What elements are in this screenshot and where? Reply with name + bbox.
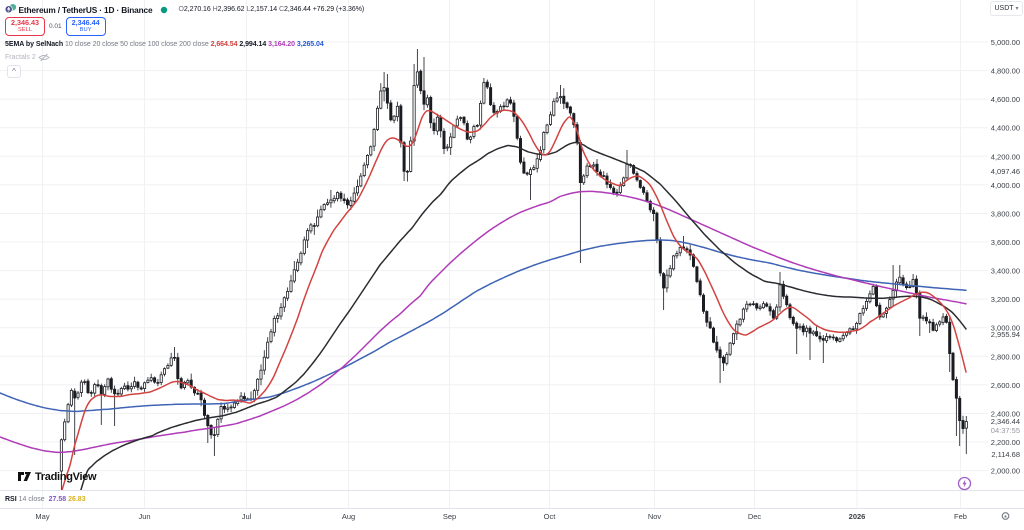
svg-text:2,800.00: 2,800.00 [991, 352, 1020, 361]
svg-text:Jun: Jun [138, 512, 150, 521]
svg-text:3,200.00: 3,200.00 [991, 295, 1020, 304]
svg-text:Oct: Oct [544, 512, 557, 521]
svg-text:Feb: Feb [954, 512, 967, 521]
svg-text:5,000.00: 5,000.00 [991, 38, 1020, 47]
svg-text:3,000.00: 3,000.00 [991, 324, 1020, 333]
svg-text:2026: 2026 [849, 512, 866, 521]
svg-text:2,200.00: 2,200.00 [991, 438, 1020, 447]
svg-text:2,955.94: 2,955.94 [991, 330, 1020, 339]
svg-text:2,346.44: 2,346.44 [991, 417, 1020, 426]
svg-text:4,600.00: 4,600.00 [991, 95, 1020, 104]
svg-text:Nov: Nov [648, 512, 662, 521]
svg-text:04:37:55: 04:37:55 [991, 426, 1020, 435]
svg-text:3,600.00: 3,600.00 [991, 238, 1020, 247]
svg-text:4,000.00: 4,000.00 [991, 181, 1020, 190]
svg-text:2,000.00: 2,000.00 [991, 467, 1020, 476]
svg-text:Aug: Aug [342, 512, 355, 521]
svg-text:Sep: Sep [443, 512, 456, 521]
svg-text:4,200.00: 4,200.00 [991, 152, 1020, 161]
svg-text:2,114.68: 2,114.68 [991, 450, 1020, 459]
svg-text:2,600.00: 2,600.00 [991, 381, 1020, 390]
svg-text:4,400.00: 4,400.00 [991, 124, 1020, 133]
svg-text:Jul: Jul [242, 512, 252, 521]
svg-text:Dec: Dec [748, 512, 762, 521]
svg-text:2,400.00: 2,400.00 [991, 409, 1020, 418]
svg-text:4,800.00: 4,800.00 [991, 67, 1020, 76]
svg-text:3,800.00: 3,800.00 [991, 209, 1020, 218]
svg-text:3,400.00: 3,400.00 [991, 267, 1020, 276]
svg-text:4,097.46: 4,097.46 [991, 167, 1020, 176]
svg-text:May: May [35, 512, 49, 521]
